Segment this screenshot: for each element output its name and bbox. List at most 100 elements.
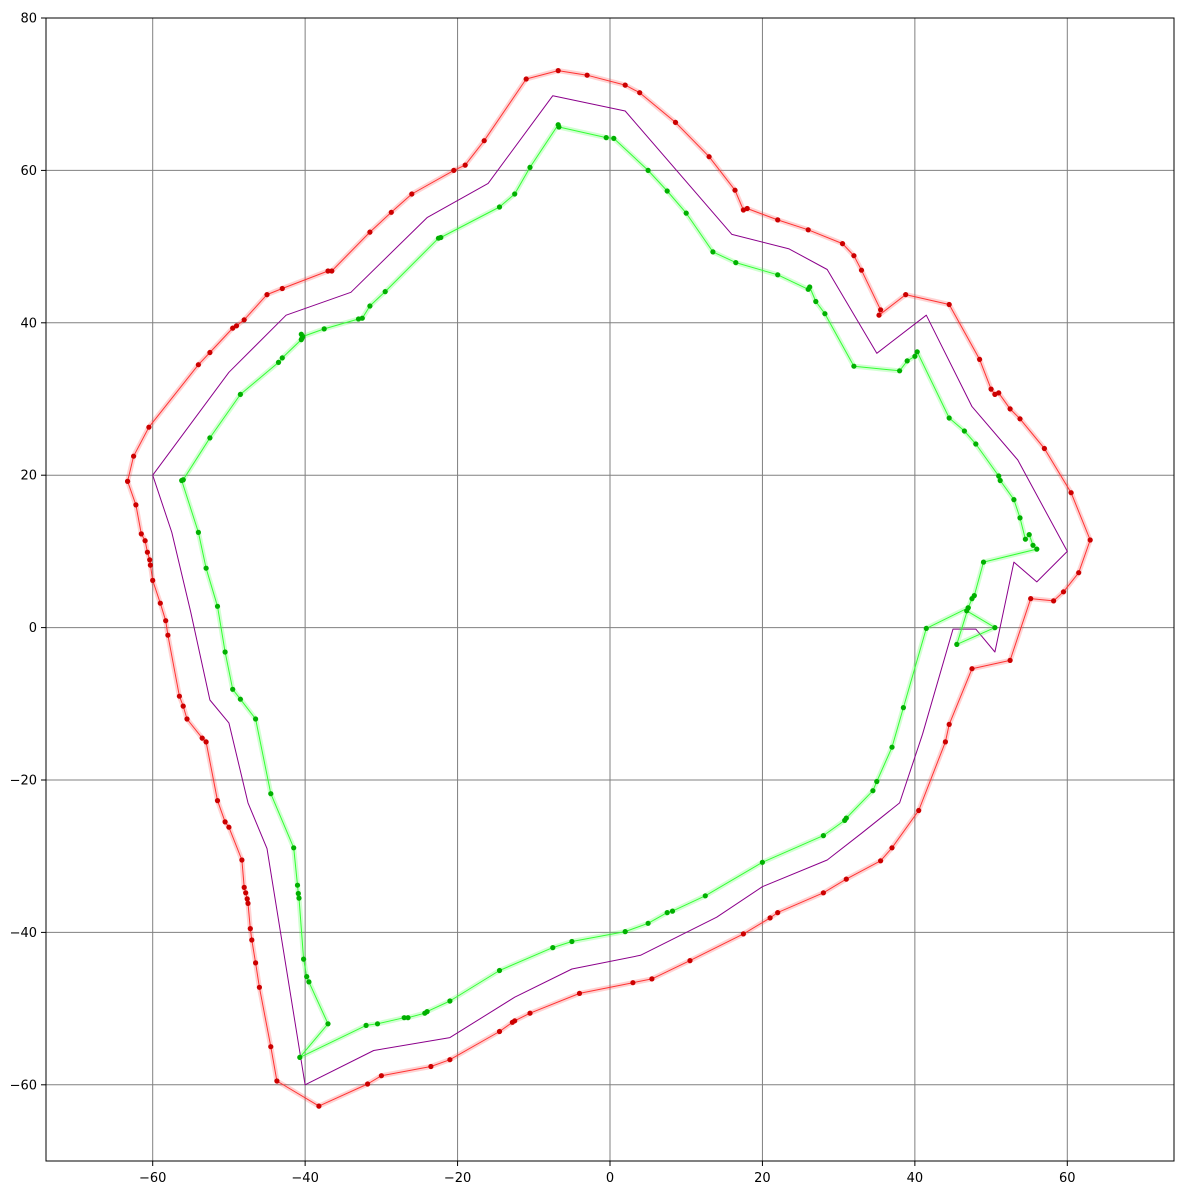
outer-boundary-series xyxy=(125,68,1093,1109)
outer-boundary-point xyxy=(744,205,750,212)
outer-boundary-point xyxy=(637,90,643,96)
outer-boundary-point xyxy=(195,362,201,368)
outer-boundary-point xyxy=(329,268,335,274)
outer-boundary-point xyxy=(523,76,529,82)
inner-boundary-point xyxy=(1034,546,1040,552)
outer-boundary-point xyxy=(767,915,773,921)
inner-boundary-point xyxy=(611,135,617,141)
outer-boundary-point xyxy=(889,845,895,851)
inner-boundary-point xyxy=(946,415,952,421)
inner-boundary-point xyxy=(1017,515,1023,521)
outer-boundary-point xyxy=(878,307,884,313)
inner-boundary-point xyxy=(664,188,670,194)
inner-boundary-point xyxy=(253,716,259,722)
inner-boundary-point xyxy=(207,435,213,441)
inner-boundary-point xyxy=(1026,532,1032,538)
x-tick-label: −20 xyxy=(444,1171,471,1186)
inner-boundary-point xyxy=(842,817,848,824)
axes: −60 −40 −20 0 20 40 60 −60 −40 −20 0 20 40 60 80 xyxy=(10,12,1076,1187)
outer-boundary-point xyxy=(367,229,373,235)
x-tick-label: −40 xyxy=(291,1171,318,1186)
outer-boundary-point xyxy=(622,82,628,88)
outer-boundary-point xyxy=(462,162,468,168)
inner-boundary-point xyxy=(382,289,388,295)
outer-boundary-point xyxy=(775,217,781,223)
inner-boundary-point xyxy=(237,696,243,702)
outer-boundary-point xyxy=(203,739,209,745)
x-tick-label: 40 xyxy=(907,1171,924,1186)
inner-boundary-point xyxy=(889,744,895,750)
outer-boundary-point xyxy=(150,577,156,584)
outer-boundary-point xyxy=(988,386,994,392)
inner-boundary-point xyxy=(275,359,282,365)
inner-boundary-point xyxy=(954,641,960,648)
inner-boundary-point xyxy=(237,391,243,397)
inner-boundary-point xyxy=(733,260,739,266)
center-reference-series xyxy=(152,95,1068,1086)
outer-boundary-point xyxy=(274,1078,280,1084)
outer-boundary-point xyxy=(946,721,952,728)
outer-boundary-point xyxy=(241,317,247,323)
outer-boundary-point xyxy=(428,1063,434,1070)
outer-boundary-point xyxy=(584,72,590,78)
inner-boundary-point xyxy=(759,859,766,865)
inner-boundary-point xyxy=(367,303,373,309)
inner-boundary-point xyxy=(992,625,998,631)
y-tick-label: −60 xyxy=(10,1078,37,1093)
inner-boundary-point xyxy=(321,326,327,332)
outer-boundary-point xyxy=(163,618,169,624)
outer-boundary-point xyxy=(325,268,331,274)
inner-boundary-point xyxy=(422,1010,428,1016)
inner-boundary-point xyxy=(997,477,1003,484)
outer-boundary-point xyxy=(243,890,249,896)
outer-boundary-point xyxy=(630,980,636,986)
inner-boundary-point xyxy=(664,910,670,916)
outer-boundary-point xyxy=(555,68,561,74)
outer-boundary-point xyxy=(1007,657,1013,664)
outer-boundary-point xyxy=(1051,598,1057,604)
outer-boundary-point xyxy=(233,323,240,329)
inner-boundary-point xyxy=(512,191,518,197)
outer-boundary-point xyxy=(365,1081,371,1087)
outer-boundary-point xyxy=(1041,445,1047,452)
outer-boundary-point xyxy=(649,976,655,982)
inner-boundary-point xyxy=(874,778,880,785)
outer-boundary-point xyxy=(230,325,236,331)
inner-boundary-point xyxy=(904,358,910,364)
outer-boundary-point xyxy=(1076,570,1082,576)
x-tick-label: 20 xyxy=(754,1171,771,1186)
outer-boundary-point xyxy=(184,716,190,722)
outer-boundary-point xyxy=(916,807,922,814)
inner-boundary-point xyxy=(900,705,907,711)
inner-boundary-point xyxy=(527,164,533,170)
y-tick-label: −40 xyxy=(10,926,37,941)
outer-boundary-point xyxy=(144,549,150,555)
outer-boundary-point xyxy=(481,138,487,144)
inner-boundary-point xyxy=(813,298,819,305)
y-tick-label: 80 xyxy=(20,12,37,27)
x-tick-label: 60 xyxy=(1059,1171,1076,1186)
inner-boundary-point xyxy=(914,349,920,355)
inner-boundary-point xyxy=(222,649,228,655)
inner-boundary-point xyxy=(923,625,929,632)
outer-boundary-point xyxy=(409,191,415,197)
x-tick-label: −60 xyxy=(139,1171,166,1186)
inner-boundary-point xyxy=(363,1022,369,1028)
inner-boundary-point xyxy=(603,135,609,141)
inner-boundary-point xyxy=(297,1054,303,1060)
y-tick-label: 0 xyxy=(29,621,37,636)
inner-boundary-point xyxy=(550,945,556,951)
outer-boundary-point xyxy=(133,502,139,508)
inner-boundary-point xyxy=(569,938,575,945)
outer-boundary-point xyxy=(239,857,245,863)
outer-boundary-point xyxy=(1017,416,1023,422)
inner-boundary-point xyxy=(1030,542,1036,548)
outer-boundary-point xyxy=(447,1057,453,1063)
outer-boundary-point xyxy=(509,1019,515,1025)
outer-boundary-point xyxy=(138,531,144,537)
inner-boundary-point xyxy=(996,473,1002,479)
outer-boundary-point xyxy=(903,292,909,298)
center-reference-line xyxy=(152,95,1068,1086)
outer-boundary-point xyxy=(1007,406,1013,412)
inner-boundary-point xyxy=(214,603,221,609)
